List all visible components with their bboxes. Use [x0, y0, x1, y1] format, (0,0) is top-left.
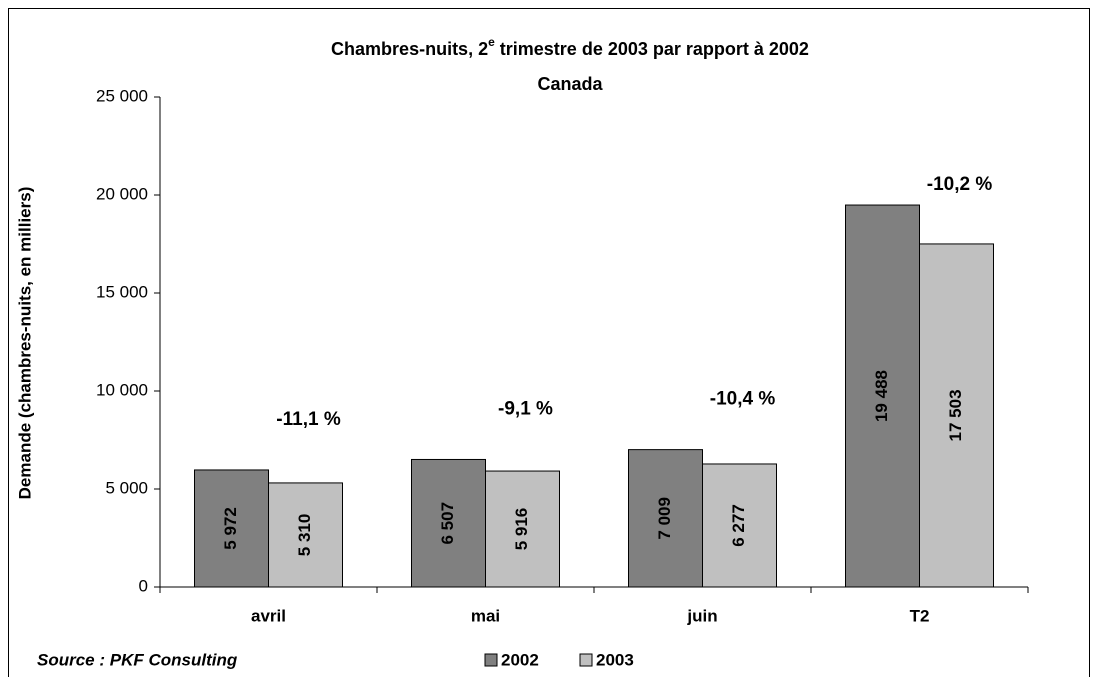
bar [628, 449, 703, 588]
title-superscript: e [488, 35, 495, 49]
bar-value-label: 6 507 [438, 502, 457, 545]
chart-title: Chambres-nuits, 2e trimestre de 2003 par… [331, 35, 809, 59]
change-annotation: -10,4 % [710, 389, 776, 410]
title-part: Chambres-nuits, 2 [331, 39, 488, 59]
y-tick-label: 25 000 [96, 86, 148, 105]
y-axis-label: Demande (chambres-nuits, en milliers) [15, 187, 34, 500]
bar [919, 243, 994, 588]
legend-swatch [484, 653, 498, 667]
y-tick-label: 0 [139, 576, 148, 595]
y-tick-label: 20 000 [96, 184, 148, 203]
y-tick-label: 5 000 [105, 478, 148, 497]
bar-value-label: 5 972 [221, 507, 240, 550]
bar-value-label: 17 503 [946, 389, 965, 441]
bar [194, 469, 269, 588]
bar [411, 458, 486, 588]
chart-subtitle: Canada [537, 74, 603, 94]
bar-value-label: 5 916 [512, 508, 531, 551]
bar-value-label: 19 488 [872, 370, 891, 422]
source: Source : PKF Consulting [37, 650, 238, 669]
bar [702, 463, 777, 588]
x-tick-label: juin [686, 606, 717, 625]
change-annotation: -9,1 % [498, 398, 553, 419]
x-tick-label: T2 [910, 606, 930, 625]
y-tick-label: 10 000 [96, 380, 148, 399]
y-tick-label: 15 000 [96, 282, 148, 301]
x-tick-label: avril [251, 606, 286, 625]
bar [485, 470, 560, 588]
bar-value-label: 6 277 [729, 504, 748, 547]
change-annotation: -10,2 % [927, 174, 993, 195]
legend-label: 2002 [501, 650, 539, 669]
legend-label: 2003 [596, 650, 634, 669]
x-tick-label: mai [471, 606, 500, 625]
bar-value-label: 5 310 [295, 514, 314, 557]
change-annotation: -11,1 % [276, 409, 341, 430]
legend-swatch [579, 653, 593, 667]
title-part: trimestre de 2003 par rapport à 2002 [495, 39, 809, 59]
bar [268, 482, 343, 588]
bar-value-label: 7 009 [655, 497, 674, 540]
